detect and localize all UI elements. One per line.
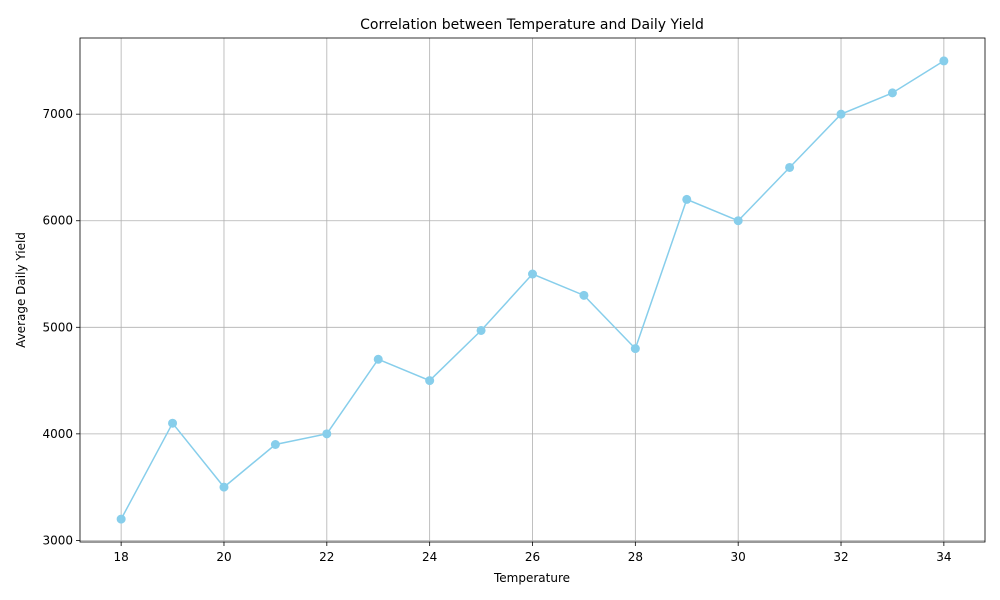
data-point — [579, 290, 589, 300]
x-tick-label: 26 — [525, 550, 540, 564]
y-tick-label: 5000 — [42, 320, 73, 334]
data-point — [322, 429, 332, 439]
data-point — [425, 376, 435, 386]
x-tick-label: 30 — [731, 550, 746, 564]
data-point — [373, 354, 383, 364]
y-tick-label: 6000 — [42, 214, 73, 228]
x-tick-label: 32 — [833, 550, 848, 564]
y-axis-label: Average Daily Yield — [14, 232, 28, 348]
data-point — [168, 418, 178, 428]
x-tick-label: 28 — [628, 550, 643, 564]
x-tick-label: 22 — [319, 550, 334, 564]
x-axis-ticks: 18 20 22 24 26 28 30 32 34 — [113, 542, 952, 564]
y-tick-label: 4000 — [42, 427, 73, 441]
data-point — [270, 440, 280, 450]
chart-title: Correlation between Temperature and Dail… — [360, 17, 704, 33]
data-point — [682, 194, 692, 204]
data-point — [630, 344, 640, 354]
x-tick-label: 24 — [422, 550, 437, 564]
y-axis-ticks: 3000 4000 5000 6000 7000 — [42, 107, 80, 547]
data-point — [219, 482, 229, 492]
y-tick-label: 3000 — [42, 533, 73, 547]
x-tick-label: 34 — [936, 550, 951, 564]
data-point — [476, 325, 486, 335]
x-tick-label: 18 — [113, 550, 128, 564]
data-point — [116, 514, 126, 524]
grid-lines — [80, 38, 985, 542]
data-point — [528, 269, 537, 279]
plot-area — [116, 56, 949, 524]
data-point — [836, 109, 846, 119]
data-point — [785, 162, 795, 172]
data-point — [887, 88, 897, 98]
data-point — [733, 216, 743, 226]
y-tick-label: 7000 — [42, 107, 73, 121]
x-axis-label: Temperature — [493, 571, 570, 585]
data-point — [939, 56, 949, 66]
x-tick-label: 20 — [216, 550, 231, 564]
